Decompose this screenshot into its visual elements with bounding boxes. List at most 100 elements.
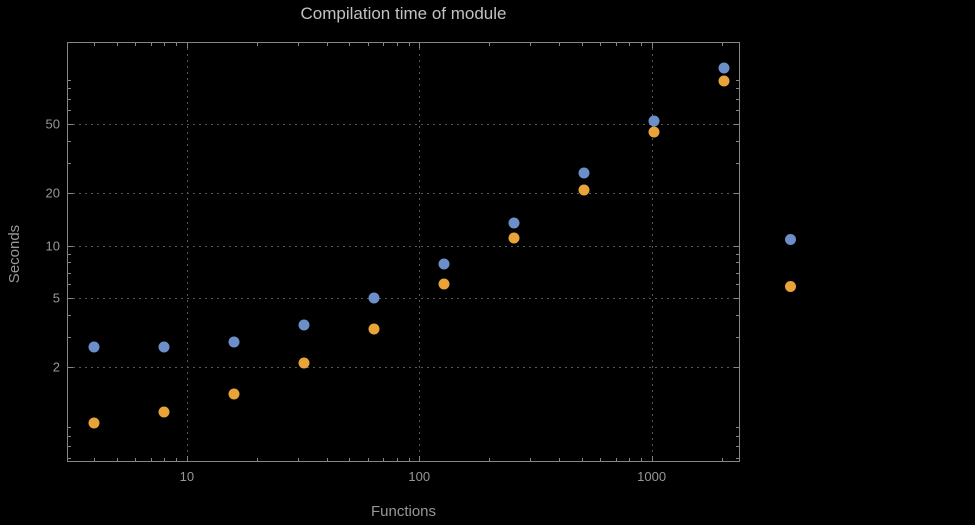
x-minor-tick — [489, 458, 491, 462]
data-point-series-1-blue — [508, 217, 520, 229]
y-minor-tick — [736, 436, 740, 438]
y-minor-tick — [67, 253, 71, 255]
y-minor-tick — [736, 162, 740, 164]
x-minor-tick — [396, 42, 398, 46]
y-minor-tick — [67, 314, 71, 316]
y-gridline — [67, 193, 740, 195]
y-tick-mark-left — [67, 193, 73, 195]
y-tick-mark-right — [734, 297, 740, 299]
y-minor-tick — [736, 336, 740, 338]
y-minor-tick — [67, 262, 71, 264]
x-minor-tick — [489, 42, 491, 46]
data-point-series-1-blue — [298, 319, 310, 331]
y-minor-tick — [67, 427, 71, 429]
data-point-series-2-orange — [298, 357, 310, 369]
data-point-series-2-orange — [648, 126, 660, 138]
y-gridline — [67, 367, 740, 369]
x-minor-tick — [721, 458, 723, 462]
y-minor-tick — [736, 314, 740, 316]
y-minor-tick — [67, 458, 71, 460]
y-minor-tick — [736, 253, 740, 255]
x-minor-tick — [383, 458, 385, 462]
data-point-series-1-blue — [228, 336, 240, 348]
y-tick-mark-left — [67, 123, 73, 125]
x-minor-tick — [94, 458, 96, 462]
y-tick-label: 10 — [45, 238, 60, 254]
x-minor-tick — [367, 458, 369, 462]
x-minor-tick — [615, 42, 617, 46]
y-tick-mark-right — [734, 123, 740, 125]
x-minor-tick — [116, 42, 118, 46]
x-tick-mark-top — [651, 42, 653, 48]
x-minor-tick — [559, 42, 561, 46]
y-minor-tick — [736, 446, 740, 448]
x-minor-tick — [164, 42, 166, 46]
x-minor-tick — [600, 42, 602, 46]
x-minor-tick — [629, 458, 631, 462]
data-point-series-1-blue — [718, 62, 730, 74]
y-minor-tick — [736, 427, 740, 429]
y-minor-tick — [67, 336, 71, 338]
legend-marker-series-2 — [785, 281, 796, 292]
y-minor-tick — [736, 272, 740, 274]
y-minor-tick — [736, 98, 740, 100]
data-point-series-1-blue — [648, 115, 660, 127]
x-minor-tick — [559, 458, 561, 462]
x-minor-tick — [150, 458, 152, 462]
y-minor-tick — [67, 79, 71, 81]
y-tick-mark-left — [67, 367, 73, 369]
x-tick-label: 100 — [408, 469, 431, 484]
data-point-series-2-orange — [88, 417, 100, 429]
y-minor-tick — [67, 162, 71, 164]
y-tick-label: 50 — [45, 116, 60, 132]
y-gridline — [67, 245, 740, 247]
chart-title: Compilation time of module — [300, 4, 507, 23]
x-tick-mark-bottom — [651, 456, 653, 462]
y-tick-label: 2 — [52, 359, 60, 375]
x-minor-tick — [164, 458, 166, 462]
x-tick-mark-bottom — [419, 456, 421, 462]
y-minor-tick — [67, 436, 71, 438]
legend-marker-series-1 — [785, 234, 796, 245]
data-point-series-1-blue — [88, 341, 100, 353]
x-tick-mark-top — [186, 42, 188, 48]
y-minor-tick — [67, 272, 71, 274]
x-minor-tick — [367, 42, 369, 46]
x-minor-tick — [326, 42, 328, 46]
data-point-series-2-orange — [438, 278, 450, 290]
y-minor-tick — [736, 458, 740, 460]
x-axis-label: Functions — [370, 503, 437, 520]
data-point-series-2-orange — [578, 184, 590, 196]
x-minor-tick — [530, 42, 532, 46]
y-minor-tick — [736, 262, 740, 264]
data-point-series-1-blue — [578, 167, 590, 179]
x-tick-label: 10 — [179, 469, 195, 484]
x-minor-tick — [383, 42, 385, 46]
y-axis-label: Seconds — [6, 224, 23, 284]
x-minor-tick — [135, 458, 137, 462]
x-minor-tick — [256, 42, 258, 46]
data-point-series-2-orange — [158, 406, 170, 418]
x-minor-tick — [408, 458, 410, 462]
y-tick-label: 20 — [45, 185, 60, 201]
y-tick-mark-left — [67, 245, 73, 247]
x-minor-tick — [530, 458, 532, 462]
y-tick-mark-left — [67, 297, 73, 299]
x-minor-tick — [256, 458, 258, 462]
x-gridline — [186, 42, 188, 462]
x-minor-tick — [326, 458, 328, 462]
x-minor-tick — [176, 42, 178, 46]
data-point-series-1-blue — [158, 341, 170, 353]
x-minor-tick — [176, 458, 178, 462]
data-point-series-2-orange — [718, 75, 730, 87]
data-point-series-2-orange — [368, 323, 380, 335]
x-gridline — [419, 42, 421, 462]
data-point-series-2-orange — [508, 232, 520, 244]
x-minor-tick — [396, 458, 398, 462]
x-minor-tick — [581, 458, 583, 462]
x-tick-mark-top — [419, 42, 421, 48]
y-minor-tick — [67, 140, 71, 142]
x-minor-tick — [629, 42, 631, 46]
y-minor-tick — [736, 110, 740, 112]
plot-area — [67, 42, 740, 462]
